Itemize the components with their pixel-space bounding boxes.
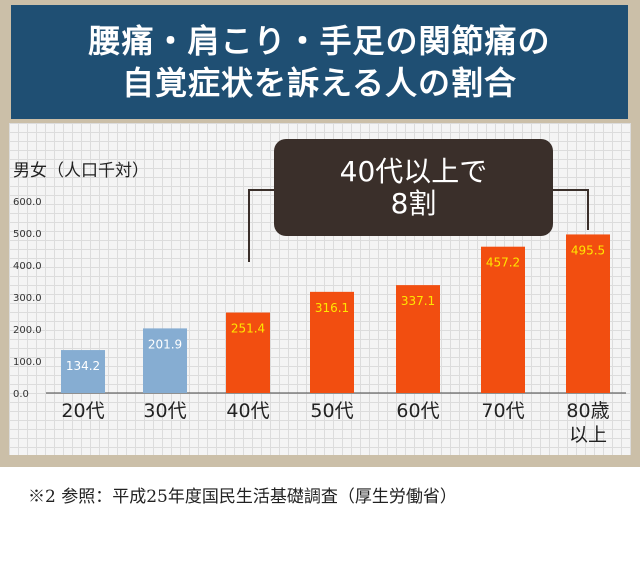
x-tick-label: 50代 (310, 400, 353, 422)
bar-value-label: 316.1 (315, 301, 349, 315)
x-tick-label: 40代 (226, 400, 269, 422)
callout-line-1: 40代以上で (339, 154, 488, 188)
bar-value-label: 201.9 (148, 337, 182, 351)
x-tick-label: 30代 (143, 400, 186, 422)
y-tick-label: 500.0 (13, 229, 42, 240)
bar-value-label: 134.2 (66, 359, 100, 373)
x-tick-label: 以上 (569, 424, 607, 446)
y-tick-label: 600.0 (13, 197, 42, 208)
bar-value-label: 457.2 (486, 256, 520, 270)
y-tick-label: 300.0 (13, 293, 42, 304)
x-tick-label: 80歳 (566, 400, 609, 422)
footnote: ※2 参照：平成25年度国民生活基礎調査（厚生労働省） (28, 487, 457, 507)
x-tick-label: 60代 (396, 400, 439, 422)
bar-value-label: 251.4 (231, 322, 265, 336)
y-tick-label: 100.0 (13, 357, 42, 368)
bar-value-label: 337.1 (401, 294, 435, 308)
bar-3 (310, 291, 354, 393)
y-tick-label: 0.0 (13, 389, 29, 400)
bar-value-label: 495.5 (571, 243, 605, 257)
bar-5 (481, 246, 525, 393)
y-axis-label: 男女（人口千対） (13, 161, 149, 181)
bar-1 (143, 328, 187, 393)
bar-0 (61, 350, 105, 393)
x-tick-label: 70代 (481, 400, 524, 422)
bar-6 (566, 234, 610, 393)
y-tick-label: 400.0 (13, 261, 42, 272)
callout-line-2: 8割 (390, 186, 437, 220)
callout-bracket (248, 189, 589, 262)
bar-4 (396, 285, 440, 393)
title-line-1: 腰痛・肩こり・手足の関節痛の (88, 22, 551, 60)
y-tick-label: 200.0 (13, 325, 42, 336)
bar-chart: 0.0 100.0 200.0 300.0 400.0 500.0 600.0 134.2 2… (13, 189, 626, 446)
callout-box: 40代以上で 8割 (274, 139, 553, 236)
title-banner: 腰痛・肩こり・手足の関節痛の 自覚症状を訴える人の割合 (11, 5, 628, 119)
title-line-2: 自覚症状を訴える人の割合 (121, 64, 518, 102)
x-tick-label: 20代 (61, 400, 104, 422)
bar-2 (226, 312, 270, 393)
